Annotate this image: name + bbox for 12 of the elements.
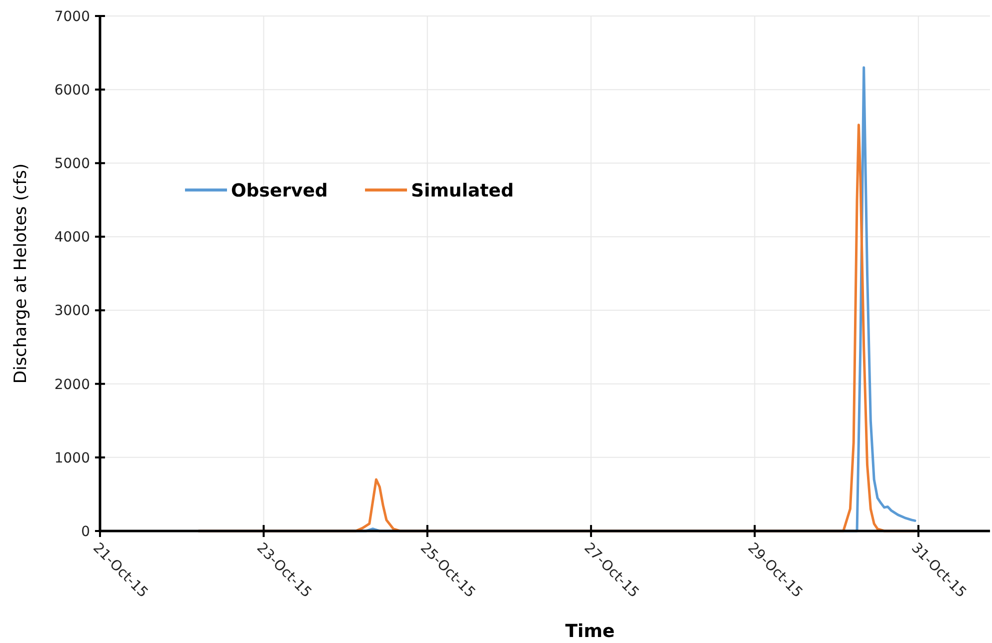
x-axis-title: Time	[565, 621, 615, 642]
legend-label: Simulated	[411, 180, 514, 202]
y-tick-label: 6000	[54, 82, 90, 98]
y-tick-label: 7000	[54, 8, 90, 25]
y-tick-label: 5000	[54, 156, 90, 172]
y-tick-label: 1000	[54, 450, 90, 466]
y-tick-label: 0	[81, 524, 90, 540]
y-tick-label: 4000	[54, 230, 90, 246]
y-axis-title: Discharge at Helotes (cfs)	[11, 163, 31, 384]
legend-label: Observed	[231, 180, 328, 202]
y-tick-label: 2000	[54, 376, 90, 393]
y-tick-label: 3000	[54, 303, 90, 320]
